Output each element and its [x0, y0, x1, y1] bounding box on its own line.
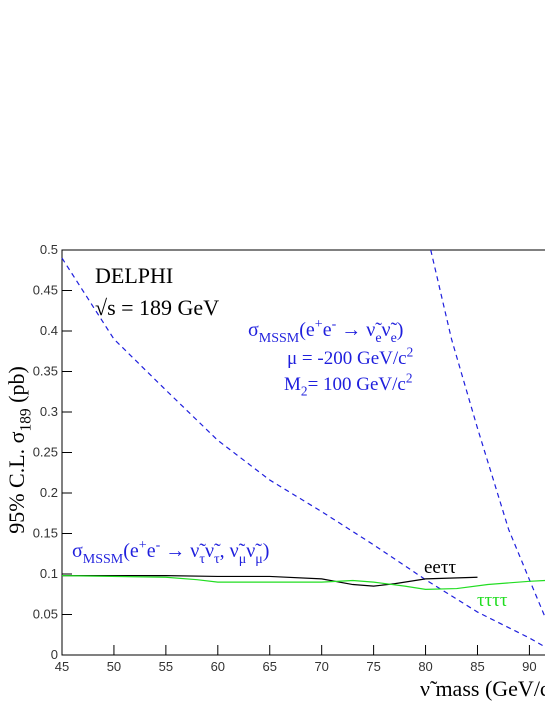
text-part: (pb) [4, 366, 29, 408]
text-part: μ [239, 552, 247, 567]
y-tick-label: 0.2 [40, 485, 58, 500]
x-tick-label: 45 [55, 659, 69, 674]
text-part: μ = -200 GeV/c [287, 348, 407, 369]
text-part: → ν̃ [160, 540, 206, 562]
text-part: 2 [301, 384, 308, 399]
text-part: ) [397, 319, 404, 341]
text-part: MSSM [259, 331, 300, 346]
series-line [62, 575, 478, 587]
text-part: τ [199, 552, 205, 567]
text-part: σ [72, 540, 83, 562]
y-tick-label: 0.15 [33, 526, 58, 541]
text-part: DELPHI [95, 263, 173, 288]
text-part: τ [214, 552, 220, 567]
y-tick-label: 0.1 [40, 566, 58, 581]
y-axis-label: 95% C.L. σ189 (pb) [4, 366, 35, 534]
text-part: σ [248, 319, 259, 341]
annotation: ττττ [477, 590, 508, 611]
x-tick-label: 85 [470, 659, 484, 674]
text-part: 95% C.L. σ [4, 431, 29, 533]
x-tick-label: 50 [107, 659, 121, 674]
text-part: MSSM [83, 552, 124, 567]
annotation: M2= 100 GeV/c2 [284, 370, 413, 398]
series-line [61, 257, 545, 648]
y-tick-label: 0.5 [40, 242, 58, 257]
text-part: 2 [406, 370, 413, 385]
text-part: = 100 GeV/c [308, 374, 406, 395]
y-tick-label: 0.45 [33, 283, 58, 298]
text-part: ) [263, 540, 270, 562]
text-part: e [391, 331, 397, 346]
series-line [61, 575, 545, 590]
x-tick-label: 90 [522, 659, 536, 674]
text-part: + [139, 538, 147, 553]
x-tick-label: 55 [159, 659, 173, 674]
x-tick-label: 65 [263, 659, 277, 674]
annotation: DELPHI [95, 263, 173, 288]
text-part: 189 [18, 408, 35, 431]
text-part: e [323, 319, 332, 341]
text-part: eeττ [424, 557, 457, 578]
text-part: M [284, 374, 301, 395]
x-tick-label: 80 [418, 659, 432, 674]
series-line [430, 249, 545, 618]
x-tick-label: 75 [366, 659, 380, 674]
text-part: - [332, 317, 337, 332]
annotation: √s = 189 GeV [95, 295, 219, 320]
x-tick-label: 70 [314, 659, 328, 674]
annotation: σMSSM(e+e- → ν̃τν̃τ, ν̃μν̃μ) [72, 538, 269, 567]
y-tick-label: 0 [51, 647, 58, 662]
text-part: (e [123, 540, 139, 562]
y-tick-label: 0.4 [40, 323, 58, 338]
x-tick-label: 60 [211, 659, 225, 674]
text-part: e [375, 331, 381, 346]
annotation: μ = -200 GeV/c2 [287, 344, 413, 369]
text-part: → ν̃ [336, 319, 382, 341]
text-part: ττττ [477, 590, 508, 611]
text-part: (e [299, 319, 315, 341]
text-part: 2 [407, 344, 414, 359]
y-tick-label: 0.35 [33, 364, 58, 379]
text-part: - [156, 538, 161, 553]
annotation: eeττ [424, 557, 457, 578]
text-part: e [147, 540, 156, 562]
y-tick-label: 0.05 [33, 607, 58, 622]
text-part: √s = 189 GeV [95, 295, 219, 320]
y-tick-label: 0.3 [40, 404, 58, 419]
text-part: + [315, 317, 323, 332]
text-part: μ [255, 552, 263, 567]
x-axis-label: ν̃ mass (GeV/c²) [420, 676, 545, 701]
annotation: σMSSM(e+e- → ν̃eν̃e) [248, 317, 403, 346]
y-tick-label: 0.25 [33, 445, 58, 460]
